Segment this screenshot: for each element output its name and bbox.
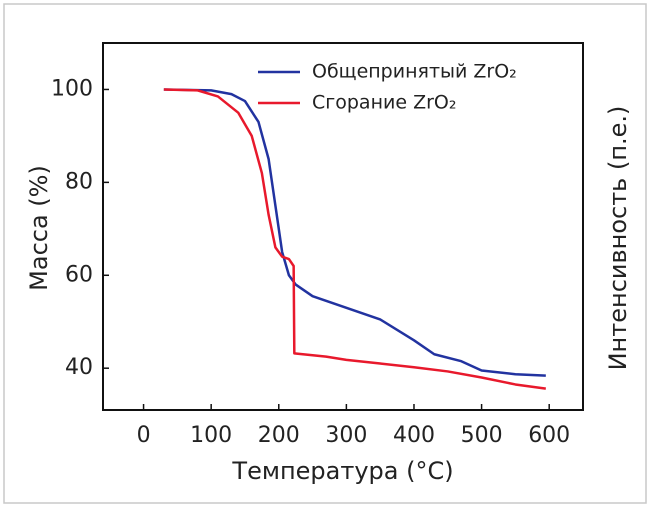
y-tick-label: 40 bbox=[65, 355, 93, 380]
y2-axis-title: Интенсивность (п.е.) bbox=[604, 106, 632, 371]
x-tick-label: 400 bbox=[393, 423, 435, 448]
y-tick-label: 60 bbox=[65, 262, 93, 287]
legend-label: Общепринятый ZrO₂ bbox=[312, 61, 517, 83]
x-tick-label: 500 bbox=[461, 423, 503, 448]
y-tick-label: 100 bbox=[51, 76, 93, 101]
x-tick-label: 600 bbox=[528, 423, 570, 448]
data-line bbox=[163, 88, 546, 390]
x-tick-label: 200 bbox=[258, 423, 300, 448]
x-tick-label: 0 bbox=[137, 423, 151, 448]
x-tick-label: 100 bbox=[190, 423, 232, 448]
frame bbox=[3, 3, 647, 504]
plot-area bbox=[102, 42, 584, 411]
x-axis-title: Температура (°C) bbox=[231, 457, 453, 485]
data-line bbox=[163, 88, 546, 377]
y-tick-label: 80 bbox=[65, 169, 93, 194]
x-tick-label: 300 bbox=[325, 423, 367, 448]
legend-label: Сгорание ZrO₂ bbox=[312, 92, 456, 114]
y-axis-title: Масса (%) bbox=[25, 165, 53, 291]
